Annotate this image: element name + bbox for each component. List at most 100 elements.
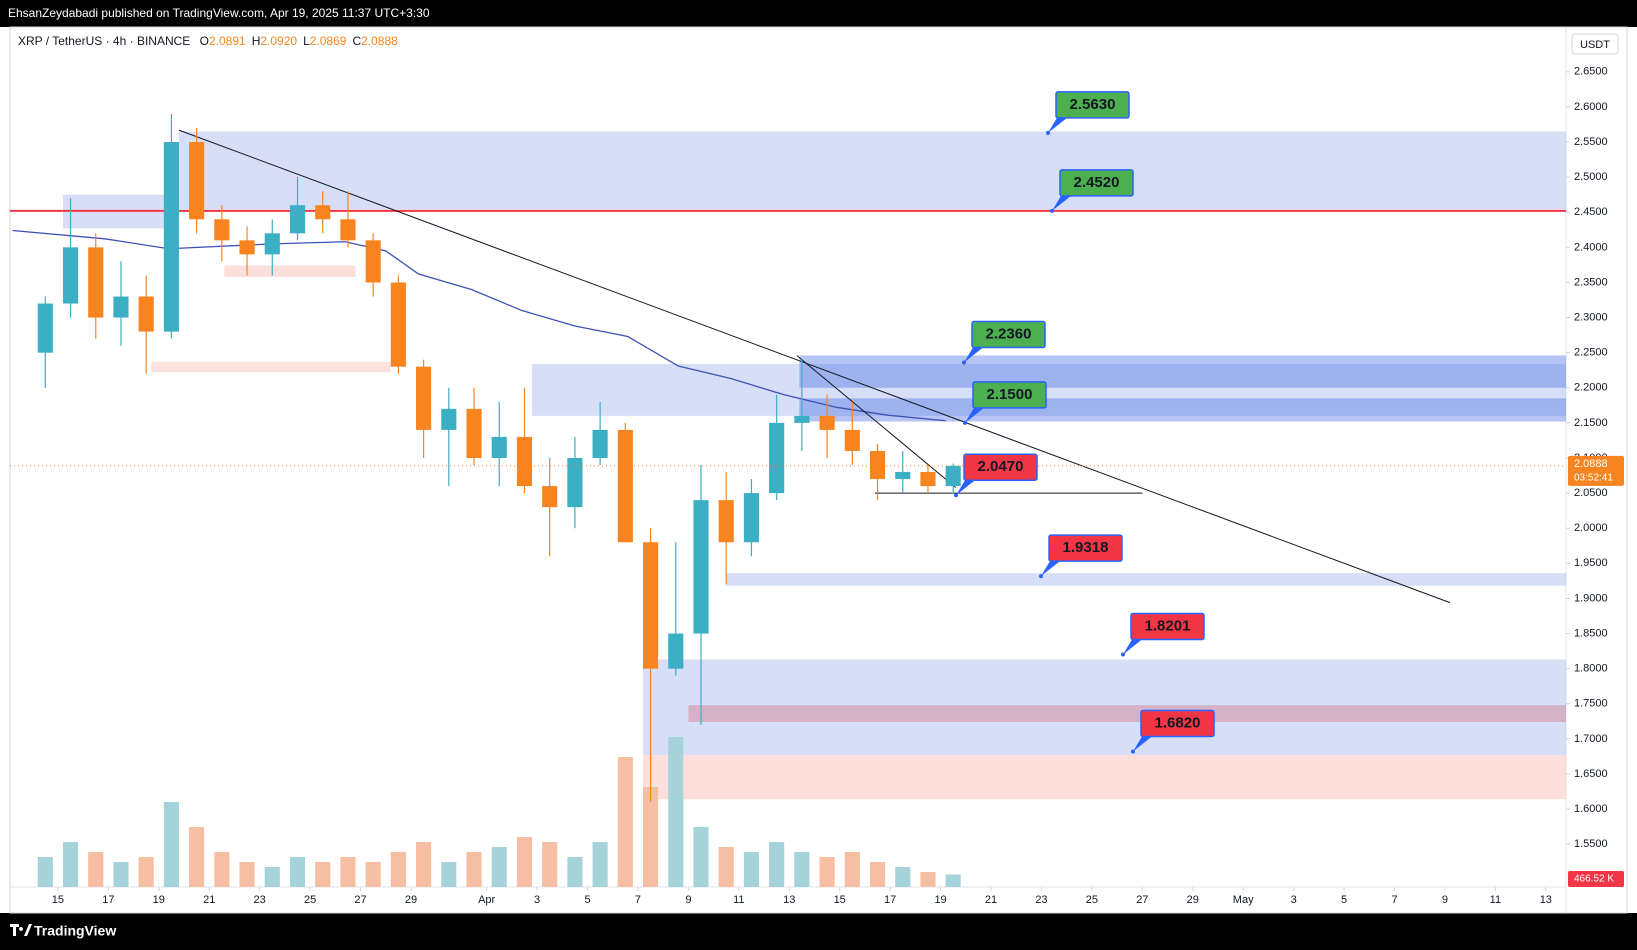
volume-bar — [214, 852, 230, 887]
currency-box — [1571, 33, 1619, 55]
y-tick-label: 1.7500 — [1574, 698, 1608, 710]
y-tick-label: 1.8000 — [1574, 663, 1608, 675]
candle-body — [37, 303, 53, 353]
x-tick-label: 19 — [934, 894, 946, 906]
candle-body — [466, 408, 482, 458]
legend-value: 2.0888 — [361, 34, 398, 48]
callout-anchor — [1121, 652, 1125, 657]
volume-bar — [340, 857, 356, 887]
candle-body — [163, 142, 179, 332]
candle-body — [516, 436, 533, 487]
legend-key: L — [303, 34, 310, 48]
legend-value: 2.0920 — [260, 34, 298, 48]
volume-bar — [668, 737, 684, 887]
candle-body — [819, 415, 835, 430]
x-tick-label: 11 — [733, 894, 744, 906]
candle-body — [289, 205, 306, 234]
candle-body — [264, 233, 280, 255]
volume-bar — [37, 857, 53, 887]
legend-value: 2.0891 — [208, 34, 246, 48]
volume-bar — [516, 837, 533, 887]
y-tick-label: 2.5500 — [1574, 136, 1608, 148]
candle-body — [138, 296, 154, 332]
y-tick-label: 2.3000 — [1574, 311, 1608, 323]
last-price-label: 2.0888 — [1574, 458, 1608, 470]
callout-label: 1.6820 — [1155, 714, 1201, 731]
y-tick-label: 1.9500 — [1574, 557, 1608, 569]
volume-bar — [617, 757, 633, 887]
zone — [642, 659, 1566, 755]
callout-tail — [1048, 117, 1067, 133]
volume-bar — [769, 842, 785, 887]
x-tick-label: 23 — [254, 894, 266, 906]
y-tick-label: 2.1500 — [1574, 417, 1608, 429]
y-tick-label: 1.7000 — [1574, 733, 1608, 745]
callout-box — [1048, 534, 1123, 562]
volume-bar — [794, 852, 810, 887]
footer-brand: TradingView — [34, 923, 116, 939]
candle-body — [869, 450, 886, 480]
y-tick-label: 2.4500 — [1574, 206, 1608, 218]
callout-box — [1130, 612, 1205, 641]
x-tick-label: 29 — [1187, 894, 1199, 906]
x-tick-label: 23 — [1035, 894, 1047, 906]
x-tick-label: 15 — [52, 894, 64, 906]
zone — [726, 573, 1566, 586]
volume-bar — [441, 862, 457, 887]
trendline — [796, 355, 957, 488]
x-tick-label: 21 — [985, 894, 997, 906]
callout-anchor — [963, 420, 967, 425]
trendline — [178, 129, 1451, 604]
callout-anchor — [1046, 130, 1050, 135]
volume-bar — [264, 867, 280, 887]
y-tick-label: 1.6000 — [1574, 803, 1608, 815]
volume-bar — [693, 827, 709, 887]
volume-bar — [416, 842, 432, 887]
callout-label: 2.1500 — [987, 386, 1033, 403]
legend-key: H — [251, 34, 261, 48]
callout-label: 2.2360 — [986, 325, 1032, 342]
x-tick-label: 17 — [102, 894, 114, 906]
candle-body — [365, 240, 381, 283]
callout-box — [1059, 169, 1134, 197]
footer-logo — [10, 924, 32, 936]
y-tick-label: 2.0000 — [1574, 522, 1608, 534]
x-tick-label: 25 — [304, 894, 316, 906]
volume-bar — [895, 867, 911, 887]
volume-bar — [62, 842, 79, 887]
y-tick-label: 2.6500 — [1574, 66, 1608, 78]
y-tick-label: 1.5500 — [1574, 838, 1608, 850]
y-tick-label: 1.6500 — [1574, 768, 1608, 780]
callout-box — [971, 320, 1046, 349]
x-tick-label: Apr — [478, 894, 495, 906]
legend-key: C — [352, 34, 362, 48]
countdown: 03:52:41 — [1574, 473, 1613, 484]
candle-body — [542, 486, 558, 508]
x-tick-label: 11 — [1490, 894, 1501, 906]
x-tick-label: 3 — [534, 894, 540, 906]
callout-anchor — [1050, 208, 1054, 213]
volume-bar — [592, 842, 608, 887]
x-tick-label: 27 — [1136, 894, 1148, 906]
volume-box — [1568, 871, 1624, 887]
x-tick-label: 5 — [1341, 894, 1347, 906]
volume-bar — [920, 872, 936, 887]
x-tick-label: 13 — [1540, 894, 1552, 906]
plot — [10, 113, 1566, 887]
candle-body — [189, 142, 205, 220]
x-tick-label: 5 — [584, 894, 590, 906]
volume-bar — [315, 862, 331, 887]
zone — [799, 355, 1566, 388]
x-tick-label: May — [1233, 894, 1254, 906]
x-tick-label: 3 — [1291, 894, 1297, 906]
volume-bar — [239, 862, 255, 887]
zone — [178, 131, 1566, 210]
volume-bar — [466, 852, 482, 887]
volume-bar — [542, 842, 558, 887]
symbol-legend: XRP / TetherUS · 4h · BINANCE O2.0891 H2.… — [18, 34, 398, 48]
last-price-box — [1568, 455, 1624, 486]
volume-bar — [718, 847, 734, 887]
candle-body — [88, 247, 104, 318]
candle-body — [642, 542, 659, 669]
candle-body — [895, 472, 911, 480]
